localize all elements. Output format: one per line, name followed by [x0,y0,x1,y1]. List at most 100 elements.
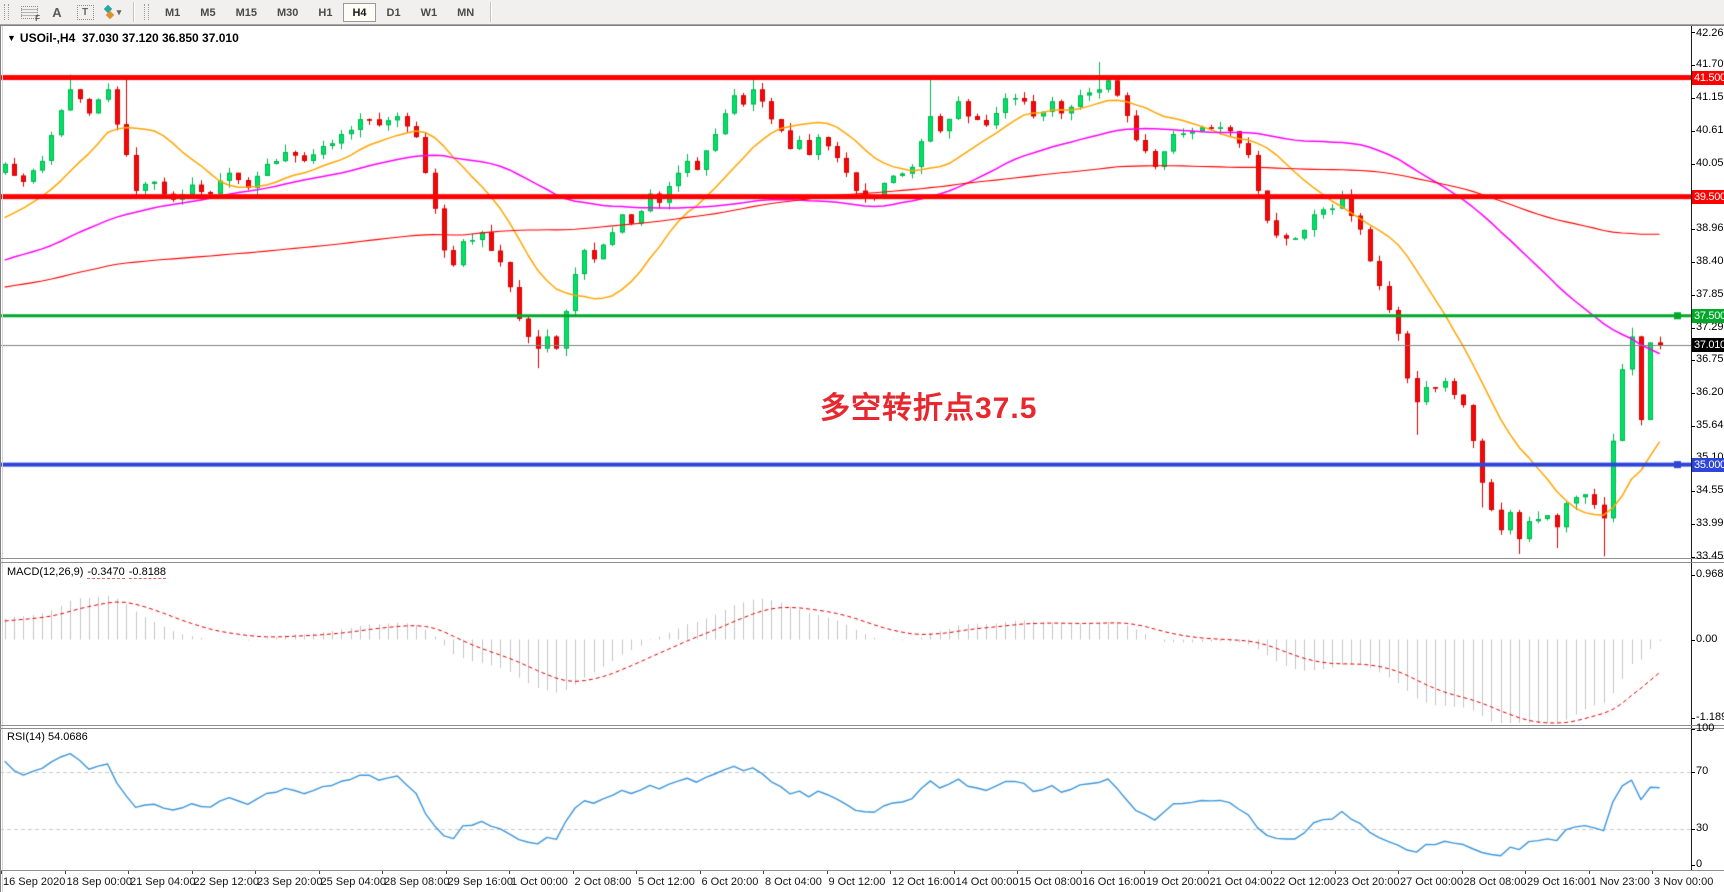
hline-badge-39.500: 39.500 [1692,189,1724,204]
price-tick-41.150: 41.150 [1696,91,1724,104]
price-tick-37.295: 37.295 [1696,320,1724,333]
time-label: 6 Oct 20:00 [701,876,759,888]
timeframe-button-mn[interactable]: MN [457,6,475,19]
axis-tick-mark [1691,393,1695,394]
macd-tick-0.00: 0.00 [1696,632,1718,645]
chart-symbol-period: USOil-,H4 [19,31,76,45]
grid-f-label: F [35,14,40,23]
price-tick-34.550: 34.550 [1696,484,1724,497]
time-tick-mark [255,871,256,874]
timeframe-button-m15[interactable]: M15 [235,6,257,19]
time-tick-mark [1,871,2,874]
timeframe-button-m30[interactable]: M30 [276,6,299,19]
time-label: 19 Oct 20:00 [1146,876,1209,888]
arrow-diamond-orange-icon [105,10,114,20]
time-axis-separator [0,870,1724,871]
timeframe-button-h4[interactable]: H4 [343,2,376,22]
toolbar: F A T ▾ M1 M5 M15 M30 H1 H4 D1 W1 MN [0,0,1724,25]
pane-separator[interactable] [0,558,1724,559]
time-tick-mark [1080,871,1082,874]
hline-badge-37.500: 37.500 [1692,308,1724,323]
axis-tick-mark [1691,865,1695,866]
chart-title: ▼ USOil-,H4 37.030 37.120 36.850 37.010 [7,31,239,45]
time-tick-mark [382,871,383,874]
time-tick-mark [191,871,193,874]
time-label: 29 Oct 16:00 [1527,876,1590,888]
timeframe-button-w1[interactable]: W1 [420,6,438,19]
toolbar-drag-handle [4,4,9,20]
time-tick-mark [318,871,320,874]
time-label: 5 Oct 12:00 [638,876,695,888]
pane-separator[interactable] [0,725,1724,726]
time-tick-mark [763,871,764,874]
hline-badge-41.500: 41.500 [1692,70,1724,85]
text-box-icon[interactable]: T [73,2,97,22]
annotation-text: 多空转折点37.5 [820,392,1038,425]
time-tick-mark [445,871,447,874]
time-label: 3 Nov 00:00 [1654,876,1714,888]
toolbar-separator [490,2,492,22]
time-label: 1 Oct 00:00 [511,876,568,888]
time-label: 12 Oct 16:00 [892,876,955,888]
time-label: 1 Nov 23:00 [1590,876,1650,888]
time-tick-mark [1271,871,1272,874]
symbol-dropdown-icon[interactable]: ▼ [7,33,16,43]
axis-tick-mark [1691,262,1695,263]
time-tick-mark [1144,871,1145,874]
time-tick-mark [128,871,129,874]
price-tick-36.755: 36.755 [1696,353,1724,366]
time-label: 22 Sep 12:00 [193,876,259,888]
grid-template-icon[interactable]: F [17,2,41,23]
timeframe-drag-handle [144,4,149,20]
time-tick-mark [953,871,955,874]
time-tick-mark [1461,871,1463,874]
time-label: 16 Sep 2020 [3,876,66,888]
macd-tick--1.1896: -1.1896 [1696,711,1724,724]
price-axis-line [1691,26,1692,871]
time-label: 16 Oct 16:00 [1082,876,1146,888]
time-label: 15 Oct 08:00 [1019,876,1082,888]
time-tick-mark [1652,871,1653,874]
time-label: 22 Oct 12:00 [1273,876,1336,888]
time-label: 23 Sep 20:00 [257,876,323,888]
time-label: 21 Sep 04:00 [130,876,196,888]
pane-separator[interactable] [0,728,1724,729]
axis-tick-mark [1691,772,1695,773]
chart-window-border [0,25,1724,26]
time-label: 25 Sep 04:00 [320,876,386,888]
timeframe-button-h1[interactable]: H1 [318,6,333,19]
time-tick-mark [509,871,510,874]
macd-main-value: -0.3470 [87,566,125,579]
axis-tick-mark [1691,229,1695,230]
axis-tick-mark [1691,295,1695,296]
chart-window-border [0,25,1,892]
price-tick-41.705: 41.705 [1696,58,1724,71]
time-tick-mark [572,871,574,874]
axis-tick-mark [1691,640,1695,641]
axis-tick-mark [1691,575,1695,576]
axis-tick-mark [1691,65,1695,66]
timeframe-button-m5[interactable]: M5 [200,6,216,19]
timeframe-button-d1[interactable]: D1 [386,6,401,19]
chart-ohlc-values: 37.030 37.120 36.850 37.010 [81,31,239,45]
timeframe-button-m1[interactable]: M1 [165,6,181,19]
axis-tick-mark [1691,426,1695,427]
pane-separator[interactable] [0,562,1724,563]
axis-tick-mark [1691,718,1695,719]
axis-tick-mark [1691,32,1695,33]
price-tick-38.960: 38.960 [1696,221,1724,234]
axis-tick-mark [1691,491,1695,492]
macd-indicator-label: MACD(12,26,9) -0.3470 -0.8188 [7,566,167,579]
time-label: 2 Oct 08:00 [574,876,632,888]
chart-canvas[interactable] [0,26,1691,872]
font-a-icon[interactable]: A [52,4,62,20]
time-label: 9 Oct 12:00 [828,876,886,888]
price-tick-36.200: 36.200 [1696,386,1724,399]
time-label: 8 Oct 04:00 [765,876,822,888]
macd-name: MACD(12,26,9) [7,566,84,578]
time-tick-mark [64,871,66,874]
axis-tick-mark [1691,557,1695,558]
macd-signal-value: -0.8188 [128,566,167,579]
object-arrows-icon[interactable]: ▾ [101,2,125,22]
time-tick-mark [1334,871,1336,874]
